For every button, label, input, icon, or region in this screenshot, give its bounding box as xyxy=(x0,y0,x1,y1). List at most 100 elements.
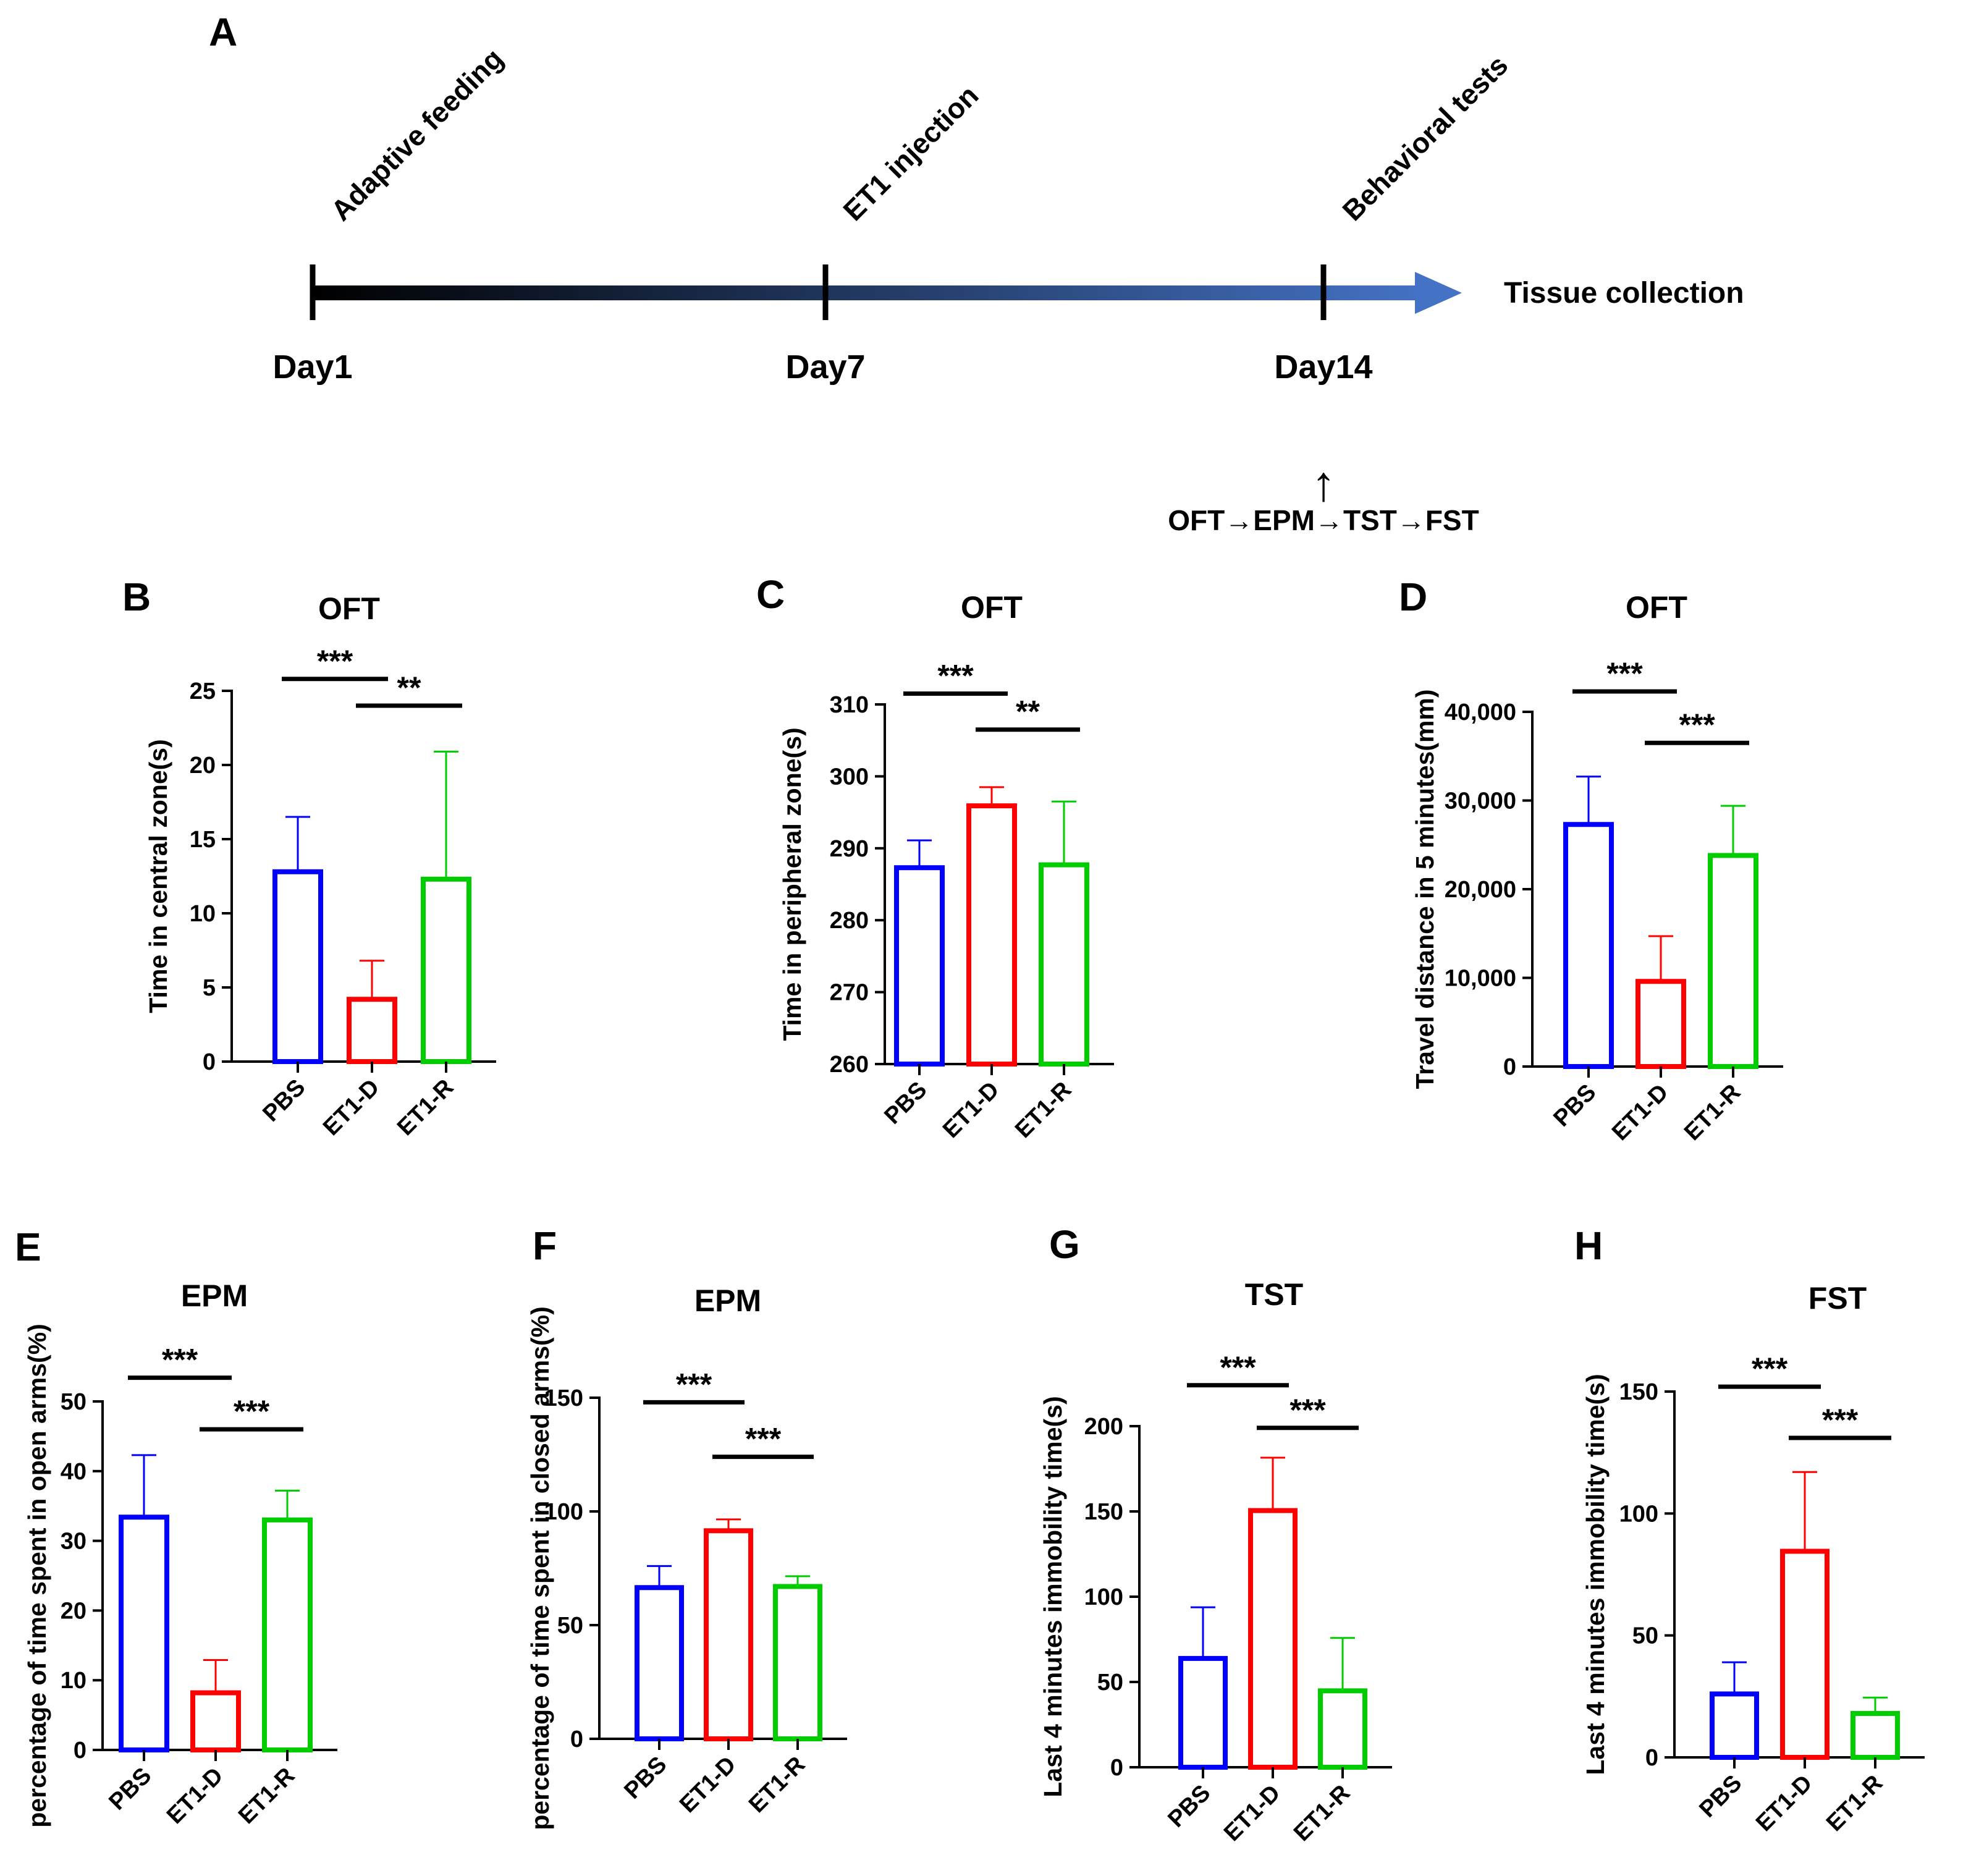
y-tick-label: 100 xyxy=(544,1499,583,1525)
category-label: ET1-R xyxy=(1010,1077,1076,1143)
significance-label: *** xyxy=(1606,656,1643,691)
category-label: ET1-D xyxy=(938,1077,1004,1143)
panel-letter: G xyxy=(1049,1222,1080,1267)
day-label-day14: Day14 xyxy=(1274,349,1372,386)
chart-g: G TST Last 4 minutes immobility time(s) 0 50… xyxy=(1039,1222,1392,1846)
bar-et1-r xyxy=(421,876,471,1065)
y-tick-label: 290 xyxy=(830,836,869,862)
y-tick-label: 50 xyxy=(61,1389,87,1415)
significance-label: *** xyxy=(1220,1350,1256,1385)
y-tick-label: 150 xyxy=(1084,1499,1123,1525)
bar-et1-r xyxy=(1039,862,1089,1067)
bar-et1-r xyxy=(773,1584,822,1741)
y-tick-label: 260 xyxy=(830,1052,869,1078)
chart-title: FST xyxy=(1809,1281,1867,1316)
chart-h: H FST Last 4 minutes immobility time(s) 0 50… xyxy=(1574,1223,1925,1836)
panel-letter: E xyxy=(15,1225,41,1269)
y-axis-label: Time in central zone(s) xyxy=(144,739,172,1013)
category-label: ET1-R xyxy=(392,1075,458,1141)
y-tick-label: 0 xyxy=(1645,1745,1658,1771)
y-tick-label: 5 xyxy=(203,975,216,1001)
bar-et1-d xyxy=(190,1690,241,1752)
bar-et1-d xyxy=(1248,1508,1298,1770)
charts-layer: B OFT Time in central zone(s) 0 5 10 15 20 25 PBS… xyxy=(15,572,1925,1846)
significance-label: ** xyxy=(1016,695,1040,729)
chart-title: TST xyxy=(1245,1277,1303,1312)
chart-b: B OFT Time in central zone(s) 0 5 10 15 20 25 PBS… xyxy=(122,575,496,1141)
bar-et1-r xyxy=(1851,1710,1900,1760)
y-tick-label: 30 xyxy=(61,1529,87,1555)
y-tick-label: 15 xyxy=(190,827,216,853)
bar-pbs xyxy=(272,869,323,1065)
category-label: ET1-R xyxy=(1679,1080,1745,1146)
test-sequence-label: OFT→EPM→TST→FST xyxy=(1168,504,1479,536)
panel-letter-a: A xyxy=(209,10,237,54)
category-label: PBS xyxy=(1163,1780,1215,1833)
bar-et1-d xyxy=(1635,979,1686,1069)
bar-pbs xyxy=(635,1585,684,1742)
chart-d: D OFT Travel distance in 5 minutes(mm) 0 10,… xyxy=(1399,575,1783,1146)
tissue-collection-label: Tissue collection xyxy=(1504,277,1744,310)
bar-pbs xyxy=(1710,1691,1759,1760)
y-tick-label: 10,000 xyxy=(1445,966,1516,992)
y-axis-label: Time in peripheral zone(s) xyxy=(778,727,806,1041)
day-label-day1: Day1 xyxy=(272,349,352,386)
panel-letter: F xyxy=(533,1223,557,1268)
y-tick-label: 100 xyxy=(1619,1501,1658,1527)
bar-pbs xyxy=(894,865,945,1067)
bar-et1-d xyxy=(704,1528,753,1742)
y-tick-label: 20 xyxy=(61,1598,87,1624)
y-tick-label: 10 xyxy=(61,1668,87,1694)
category-label: PBS xyxy=(619,1752,672,1804)
y-tick-label: 40 xyxy=(61,1459,87,1485)
panel-letter: B xyxy=(122,575,151,619)
bar-et1-d xyxy=(966,803,1017,1067)
chart-c: C OFT Time in peripheral zone(s) 260 270 280 2… xyxy=(756,572,1114,1143)
up-arrow-icon: ↑ xyxy=(1311,456,1336,511)
category-label: ET1-R xyxy=(234,1763,300,1829)
timeline-bar xyxy=(313,285,1421,300)
y-tick-label: 40,000 xyxy=(1445,699,1516,725)
y-tick-label: 50 xyxy=(557,1613,583,1639)
significance-label: *** xyxy=(1752,1351,1788,1386)
y-tick-label: 270 xyxy=(830,980,869,1006)
y-tick-label: 280 xyxy=(830,908,869,934)
category-label: ET1-D xyxy=(162,1763,228,1829)
category-label: ET1-R xyxy=(744,1752,810,1818)
category-label: ET1-D xyxy=(1219,1780,1285,1846)
y-tick-label: 20,000 xyxy=(1445,877,1516,903)
y-tick-label: 50 xyxy=(1632,1623,1658,1649)
category-label: ET1-D xyxy=(675,1752,741,1818)
chart-f: F EPM percentage of time spent in closed a… xyxy=(526,1223,847,1830)
chart-title: OFT xyxy=(961,590,1023,625)
y-tick-label: 100 xyxy=(1084,1584,1123,1610)
y-tick-label: 0 xyxy=(203,1049,216,1075)
y-tick-label: 0 xyxy=(1503,1054,1516,1080)
bar-et1-d xyxy=(1780,1549,1830,1760)
y-tick-label: 25 xyxy=(190,678,216,704)
event-behavioral-tests: Behavioral tests xyxy=(1336,49,1514,227)
chart-title: OFT xyxy=(318,591,380,626)
category-label: PBS xyxy=(879,1077,932,1130)
category-label: ET1-D xyxy=(1751,1770,1817,1836)
chart-e: E EPM percentage of time spent in open arm… xyxy=(15,1225,337,1829)
chart-title: OFT xyxy=(1626,590,1687,625)
panel-letter: C xyxy=(756,572,785,617)
y-tick-label: 30,000 xyxy=(1445,788,1516,814)
category-label: ET1-R xyxy=(1289,1780,1355,1846)
category-label: PBS xyxy=(258,1075,310,1127)
y-tick-label: 300 xyxy=(830,764,869,790)
significance-label: *** xyxy=(745,1422,782,1456)
panel-letter: H xyxy=(1574,1223,1603,1268)
y-axis-label: percentage of time spent in closed arms(… xyxy=(526,1306,554,1830)
significance-label: ** xyxy=(397,670,421,705)
bar-et1-r xyxy=(1318,1688,1367,1770)
bar-et1-r xyxy=(262,1517,313,1752)
significance-label: *** xyxy=(234,1394,270,1429)
timeline-panel: A Adaptive feeding ET1 injection Behavio… xyxy=(209,10,1744,536)
significance-label: *** xyxy=(676,1367,712,1401)
y-axis-label: Last 4 minutes immobility time(s) xyxy=(1039,1396,1067,1797)
y-axis-label: Travel distance in 5 minutes(mm) xyxy=(1411,689,1439,1089)
category-label: ET1-D xyxy=(1607,1080,1673,1146)
